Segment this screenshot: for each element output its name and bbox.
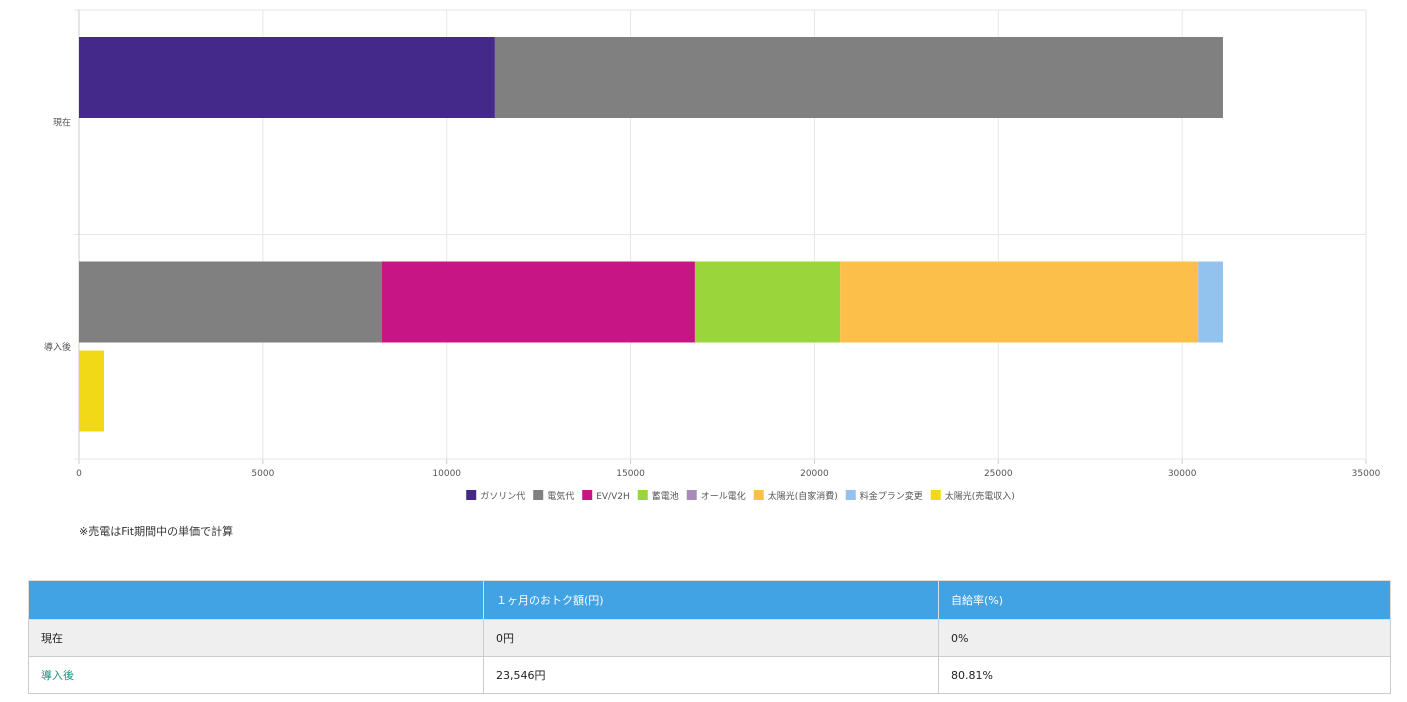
x-tick-label: 35000 (1352, 469, 1381, 479)
legend-label: オール電化 (701, 490, 746, 502)
legend-label: ガソリン代 (480, 491, 525, 502)
self-sufficiency: 80.81% (938, 656, 1391, 694)
y-tick-label: 現在 (53, 116, 71, 128)
bar-segment (494, 37, 1223, 118)
legend-swatch (466, 490, 477, 500)
x-tick-label: 0 (76, 469, 82, 479)
table-row: 導入後 23,546円 80.81% (28, 656, 1391, 694)
y-tick-label: 導入後 (44, 341, 71, 353)
footnote: ※売電はFit期間中の単価で計算 (79, 525, 234, 538)
stacked-bar-chart: 0 5000 10000 15000 20000 25000 30000 35000 現在導入後… (44, 9, 1381, 502)
bar-segment (1198, 261, 1223, 343)
row-label: 現在 (28, 619, 484, 657)
x-tick-label: 10000 (432, 469, 461, 479)
legend-label: 太陽光(売電収入) (945, 490, 1015, 502)
bar-segment (79, 261, 382, 343)
legend-label: 電気代 (547, 490, 574, 502)
legend-swatch (637, 490, 648, 500)
monthly-savings: 0円 (483, 619, 939, 657)
header-monthly-savings: １ヶ月のおトク額(円) (483, 580, 939, 620)
legend-label: 太陽光(自家消費) (768, 490, 838, 502)
legend-label: 蓄電池 (652, 490, 679, 502)
header-empty (28, 580, 484, 620)
legend-swatch (753, 490, 764, 500)
table-row: 現在 0円 0% (28, 619, 1391, 657)
legend-label: 料金プラン変更 (860, 490, 923, 502)
bar-segment (79, 350, 105, 432)
header-self-sufficiency: 自給率(%) (938, 580, 1391, 620)
bar-segment (694, 261, 841, 343)
bar-segment (79, 37, 495, 118)
x-tick-label: 20000 (800, 469, 829, 479)
legend-swatch (582, 490, 593, 500)
legend-swatch (533, 490, 544, 500)
table-header-row: １ヶ月のおトク額(円) 自給率(%) (28, 580, 1391, 620)
legend-swatch (686, 490, 697, 500)
x-tick-label: 30000 (1168, 469, 1197, 479)
x-tick-label: 15000 (616, 469, 645, 479)
x-tick-label: 5000 (251, 469, 274, 479)
savings-table: １ヶ月のおトク額(円) 自給率(%) 現在 0円 0% 導入後 23,546円 … (28, 580, 1391, 694)
legend-swatch (845, 490, 856, 500)
row-label-link[interactable]: 導入後 (28, 656, 484, 694)
monthly-savings: 23,546円 (483, 656, 939, 694)
x-tick-label: 25000 (984, 469, 1013, 479)
self-sufficiency: 0% (938, 619, 1391, 657)
legend-swatch (930, 490, 941, 500)
bar-segment (840, 261, 1199, 343)
bar-segment (381, 261, 695, 343)
legend-label: EV/V2H (596, 492, 630, 502)
